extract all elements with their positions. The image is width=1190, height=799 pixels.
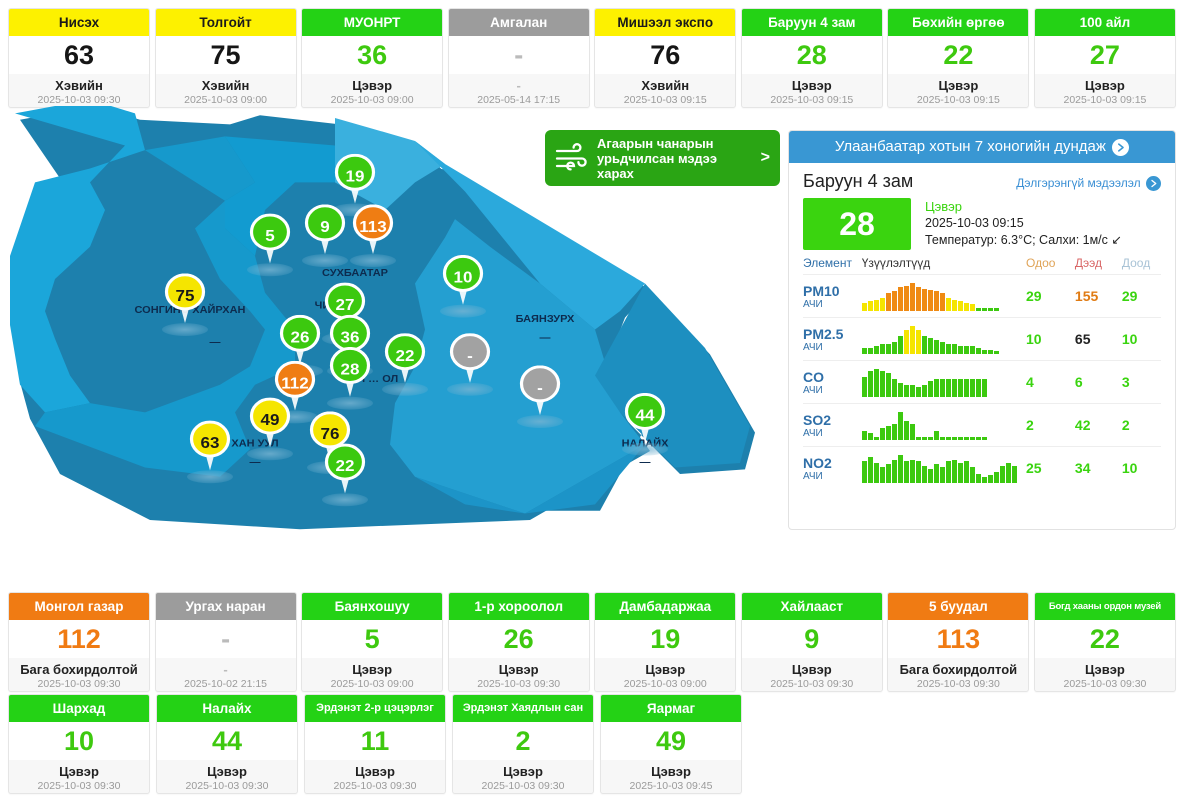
svg-text:—: — (640, 456, 651, 467)
svg-text:—: — (540, 332, 551, 343)
svg-text:СУХБААТАР: СУХБААТАР (322, 268, 388, 279)
svg-text:—: — (210, 337, 221, 348)
svg-text:БАЯНЗУРХ: БАЯНЗУРХ (516, 314, 575, 325)
